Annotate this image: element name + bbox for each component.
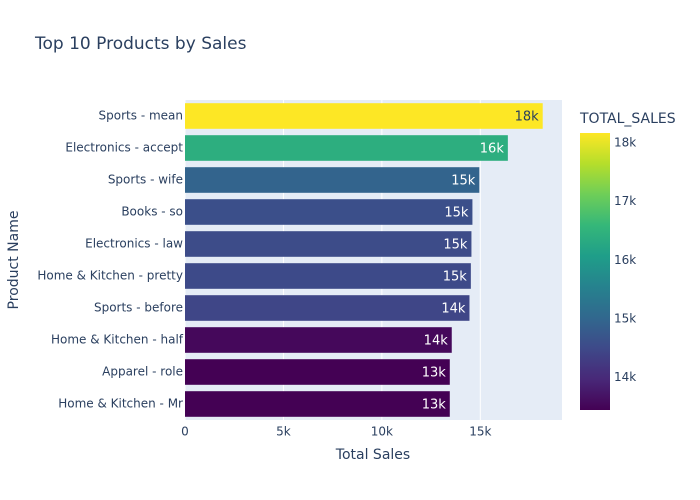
colorbar-tick-label: 14k <box>614 370 636 384</box>
colorbar <box>580 133 610 410</box>
y-tick-label: Sports - before <box>94 301 183 315</box>
x-axis-title: Total Sales <box>335 447 410 463</box>
value-label: 15k <box>444 206 469 221</box>
y-tick-label: Home & Kitchen - Mr <box>58 397 183 411</box>
bar <box>185 199 473 225</box>
y-tick-label: Electronics - law <box>85 237 183 251</box>
y-tick-label: Home & Kitchen - pretty <box>37 269 183 283</box>
bar <box>185 231 472 257</box>
value-label: 16k <box>480 142 505 157</box>
bar <box>185 103 543 129</box>
x-tick-label: 5k <box>276 425 291 439</box>
y-tick-label: Sports - wife <box>108 173 183 187</box>
value-label: 13k <box>422 398 447 413</box>
value-label: 15k <box>443 238 468 253</box>
bar <box>185 263 471 289</box>
value-label: 15k <box>443 270 468 285</box>
value-label: 14k <box>424 334 449 349</box>
colorbar-tick-label: 15k <box>614 312 636 326</box>
x-tick-label: 0 <box>181 425 189 439</box>
y-tick-label: Apparel - role <box>102 365 183 379</box>
bar <box>185 167 480 193</box>
y-tick-label: Sports - mean <box>99 109 183 123</box>
y-tick-label: Electronics - accept <box>65 141 183 155</box>
y-axis-title: Product Name <box>6 211 22 310</box>
bar <box>185 359 450 385</box>
colorbar-title: TOTAL_SALES <box>579 111 676 127</box>
colorbar-tick-label: 17k <box>614 194 636 208</box>
y-tick-label: Home & Kitchen - half <box>51 333 184 347</box>
colorbar-tick-label: 18k <box>614 135 636 149</box>
chart-title: Top 10 Products by Sales <box>34 34 247 54</box>
value-label: 15k <box>451 174 476 189</box>
x-tick-label: 10k <box>371 425 393 439</box>
bar <box>185 391 450 417</box>
value-label: 14k <box>441 302 466 317</box>
bar <box>185 327 452 353</box>
colorbar-tick-label: 16k <box>614 253 636 267</box>
y-tick-label: Books - so <box>121 205 183 219</box>
value-label: 13k <box>422 366 447 381</box>
bar <box>185 135 508 161</box>
bar <box>185 295 470 321</box>
x-tick-label: 15k <box>469 425 491 439</box>
value-label: 18k <box>515 110 540 125</box>
